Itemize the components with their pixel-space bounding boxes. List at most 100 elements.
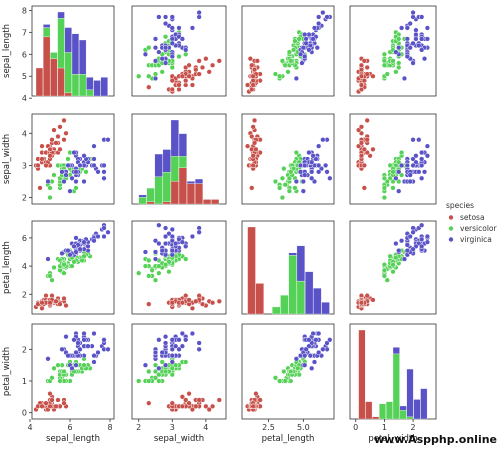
scatter-point-setosa	[254, 58, 260, 64]
panel-frame	[349, 113, 437, 205]
scatter-point-virginica	[105, 229, 111, 235]
scatter-point-setosa	[183, 77, 189, 84]
scatter-point-virginica	[176, 25, 182, 31]
scatter-point-versicolor	[156, 263, 162, 269]
y-tick-label: 7	[22, 28, 27, 37]
scatter-point-virginica	[300, 188, 306, 194]
scatter-point-virginica	[169, 14, 175, 20]
panel-frame	[241, 113, 335, 205]
scatter-point-setosa	[186, 62, 192, 68]
scatter-point-versicolor	[71, 259, 77, 265]
panel-frame	[31, 113, 115, 205]
scatter-point-versicolor	[146, 368, 152, 375]
scatter-point-virginica	[413, 153, 419, 159]
hist-bar-virginica	[321, 302, 330, 315]
scatter-point-setosa	[193, 67, 199, 73]
scatter-point-setosa	[53, 298, 59, 304]
legend: species setosa versicolor virginica	[446, 201, 498, 244]
hist-bar-virginica	[86, 77, 94, 90]
hist-bar-setosa	[365, 401, 373, 420]
scatter-point-virginica	[413, 31, 419, 38]
scatter-point-setosa	[61, 117, 67, 124]
scatter-point-virginica	[152, 58, 159, 64]
scatter-point-virginica	[424, 239, 431, 245]
scatter-point-versicolor	[272, 375, 279, 381]
scatter-point-virginica	[179, 239, 186, 245]
scatter-point-versicolor	[152, 368, 159, 375]
y-axis-label-sepal_width: sepal_width	[2, 134, 12, 184]
scatter-point-virginica	[162, 20, 169, 27]
scatter-point-setosa	[37, 185, 43, 191]
scatter-point-setosa	[250, 73, 256, 79]
scatter-point-virginica	[309, 175, 315, 181]
scatter-point-setosa	[47, 391, 53, 397]
scatter-point-virginica	[407, 233, 413, 240]
scatter-point-virginica	[61, 178, 67, 185]
scatter-point-virginica	[77, 346, 83, 352]
scatter-point-virginica	[398, 25, 405, 31]
scatter-point-versicolor	[162, 368, 169, 375]
scatter-point-setosa	[364, 293, 370, 299]
scatter-point-virginica	[410, 40, 416, 46]
scatter-point-versicolor	[279, 58, 286, 64]
scatter-point-virginica	[81, 337, 87, 343]
scatter-point-versicolor	[293, 149, 300, 156]
hist-bar-versicolor	[385, 401, 393, 420]
scatter-point-virginica	[324, 169, 330, 175]
scatter-point-virginica	[63, 172, 69, 178]
scatter-point-versicolor	[146, 45, 152, 51]
scatter-point-setosa	[146, 400, 152, 406]
legend-label-setosa: setosa	[460, 213, 485, 222]
scatter-point-setosa	[39, 300, 45, 306]
scatter-point-setosa	[186, 73, 192, 79]
scatter-point-virginica	[401, 75, 408, 82]
hist-bar-versicolor	[392, 353, 400, 420]
scatter-point-setosa	[169, 77, 175, 84]
scatter-point-versicolor	[172, 362, 179, 368]
hist-bar-versicolor	[50, 52, 58, 59]
legend-label-versicolor: versicolor	[460, 224, 498, 233]
scatter-point-virginica	[398, 238, 405, 244]
scatter-point-virginica	[142, 51, 149, 57]
scatter-point-versicolor	[146, 257, 152, 264]
scatter-point-versicolor	[390, 262, 396, 268]
scatter-point-virginica	[196, 229, 202, 235]
y-tick-label: 4	[22, 262, 27, 271]
panel-petal_width-vs-petal_width: 0 1 2	[349, 323, 437, 432]
scatter-point-virginica	[327, 337, 333, 343]
hist-bar-setosa	[203, 199, 212, 205]
hist-bar-setosa	[64, 92, 72, 97]
scatter-point-virginica	[152, 249, 159, 255]
scatter-point-setosa	[249, 86, 255, 93]
hist-bar-setosa	[162, 201, 171, 205]
hist-bar-virginica	[420, 388, 428, 420]
hist-bar-versicolor	[399, 410, 407, 420]
hist-bar-versicolor	[146, 187, 155, 202]
scatter-point-virginica	[196, 9, 202, 16]
panel-sepal_width-vs-sepal_width	[131, 113, 227, 205]
scatter-point-virginica	[297, 51, 304, 57]
scatter-point-setosa	[251, 67, 258, 73]
scatter-point-setosa	[251, 140, 258, 146]
scatter-point-virginica	[416, 169, 422, 175]
scatter-point-virginica	[91, 359, 97, 365]
scatter-point-virginica	[396, 247, 402, 254]
scatter-point-setosa	[199, 301, 206, 307]
hist-bar-setosa	[57, 67, 65, 97]
x-tick-label: 2	[136, 423, 141, 432]
hist-bar-virginica	[43, 24, 51, 28]
scatter-point-virginica	[183, 47, 189, 53]
scatter-point-virginica	[421, 169, 428, 175]
y-tick-label: 0	[22, 409, 27, 418]
scatter-point-setosa	[176, 86, 182, 93]
scatter-point-versicolor	[288, 169, 294, 175]
scatter-point-virginica	[303, 36, 309, 42]
scatter-point-virginica	[162, 334, 169, 340]
scatter-point-setosa	[358, 124, 365, 130]
scatter-point-virginica	[152, 36, 159, 42]
scatter-point-virginica	[152, 256, 159, 262]
scatter-point-setosa	[189, 305, 196, 312]
scatter-point-virginica	[172, 343, 179, 349]
x-tick-label: 8	[107, 423, 112, 432]
scatter-point-virginica	[162, 233, 169, 240]
